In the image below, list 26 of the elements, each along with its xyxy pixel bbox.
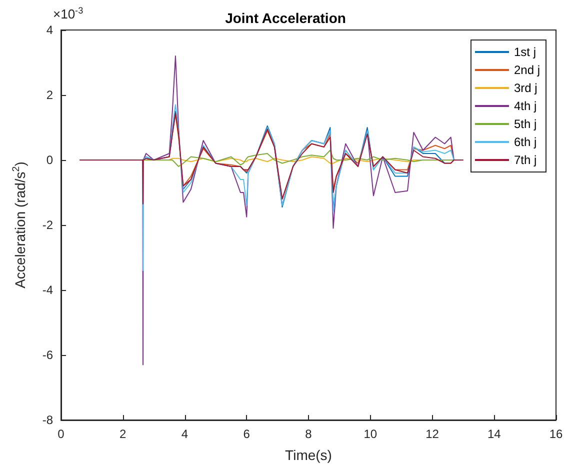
legend-label: 6th j <box>514 135 537 149</box>
x-tick-label: 14 <box>487 427 502 441</box>
x-tick-label: 10 <box>364 427 378 441</box>
y-tick-label: -8 <box>42 413 54 427</box>
y-tick-label: -2 <box>42 218 54 232</box>
x-axis-title: Time(s) <box>285 447 332 463</box>
chart-title: Joint Acceleration <box>225 10 346 26</box>
legend-label: 1st j <box>514 45 536 59</box>
y-tick-label: 4 <box>46 23 54 37</box>
y-tick-label: -6 <box>42 348 54 362</box>
legend-label: 2nd j <box>514 63 540 77</box>
x-tick-label: 8 <box>305 427 312 441</box>
x-tick-label: 12 <box>426 427 440 441</box>
y-axis-title: Acceleration (rad/s2) <box>10 162 28 288</box>
x-tick-label: 4 <box>181 427 188 441</box>
y-tick-label: 0 <box>46 153 54 167</box>
legend-label: 3rd j <box>514 81 538 95</box>
x-tick-label: 0 <box>58 427 65 441</box>
legend-label: 7th j <box>514 153 537 167</box>
x-tick-label: 6 <box>243 427 250 441</box>
legend-label: 5th j <box>514 117 537 131</box>
y-tick-label: 2 <box>46 88 54 102</box>
y-tick-label: -4 <box>42 283 54 297</box>
x-tick-label: 2 <box>120 427 127 441</box>
x-tick-label: 16 <box>549 427 563 441</box>
legend-label: 4th j <box>514 99 537 113</box>
